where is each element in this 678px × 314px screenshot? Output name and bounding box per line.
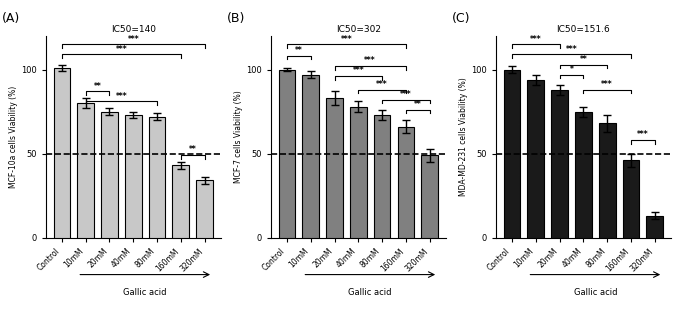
Text: **: ** — [189, 145, 197, 154]
Text: **: ** — [580, 55, 587, 64]
Y-axis label: MDA-MD-231 cells Viability (%): MDA-MD-231 cells Viability (%) — [459, 78, 468, 196]
Text: ***: *** — [601, 80, 613, 89]
Text: ***: *** — [115, 45, 127, 54]
Text: ***: *** — [565, 45, 577, 54]
Bar — [279, 70, 296, 238]
Bar — [551, 90, 568, 238]
Text: (B): (B) — [227, 12, 245, 25]
Text: ***: *** — [530, 35, 542, 44]
Bar — [622, 160, 639, 238]
Bar — [172, 165, 189, 238]
Text: **: ** — [94, 82, 102, 90]
Bar — [527, 80, 544, 238]
Text: (C): (C) — [452, 12, 471, 25]
Bar — [101, 111, 118, 238]
Text: **: ** — [414, 100, 422, 109]
Bar — [421, 155, 438, 238]
Y-axis label: MCF-7 cells Viability (%): MCF-7 cells Viability (%) — [234, 90, 243, 183]
Text: ***: *** — [400, 90, 412, 99]
Text: ***: *** — [340, 35, 353, 44]
Text: ***: *** — [353, 67, 364, 75]
Y-axis label: MCF-10a cells Viability (%): MCF-10a cells Viability (%) — [9, 86, 18, 188]
Bar — [575, 111, 592, 238]
Bar — [148, 116, 165, 238]
Bar — [77, 103, 94, 238]
Text: Gallic acid: Gallic acid — [123, 288, 167, 297]
Title: IC50=151.6: IC50=151.6 — [557, 25, 610, 34]
Title: IC50=302: IC50=302 — [336, 25, 381, 34]
Bar — [302, 75, 319, 238]
Text: Gallic acid: Gallic acid — [574, 288, 617, 297]
Text: ***: *** — [364, 57, 376, 65]
Bar — [397, 127, 414, 238]
Text: ***: *** — [127, 35, 139, 44]
Text: *: * — [570, 65, 574, 74]
Bar — [504, 70, 520, 238]
Bar — [197, 181, 213, 238]
Bar — [125, 115, 142, 238]
Bar — [599, 123, 616, 238]
Bar — [374, 115, 391, 238]
Bar — [54, 68, 71, 238]
Text: (A): (A) — [2, 12, 20, 25]
Text: ***: *** — [115, 92, 127, 101]
Bar — [326, 98, 343, 238]
Text: ***: *** — [376, 80, 388, 89]
Text: Gallic acid: Gallic acid — [348, 288, 392, 297]
Title: IC50=140: IC50=140 — [111, 25, 156, 34]
Text: ***: *** — [637, 130, 649, 139]
Text: **: ** — [295, 46, 302, 55]
Bar — [350, 106, 367, 238]
Bar — [646, 216, 663, 238]
